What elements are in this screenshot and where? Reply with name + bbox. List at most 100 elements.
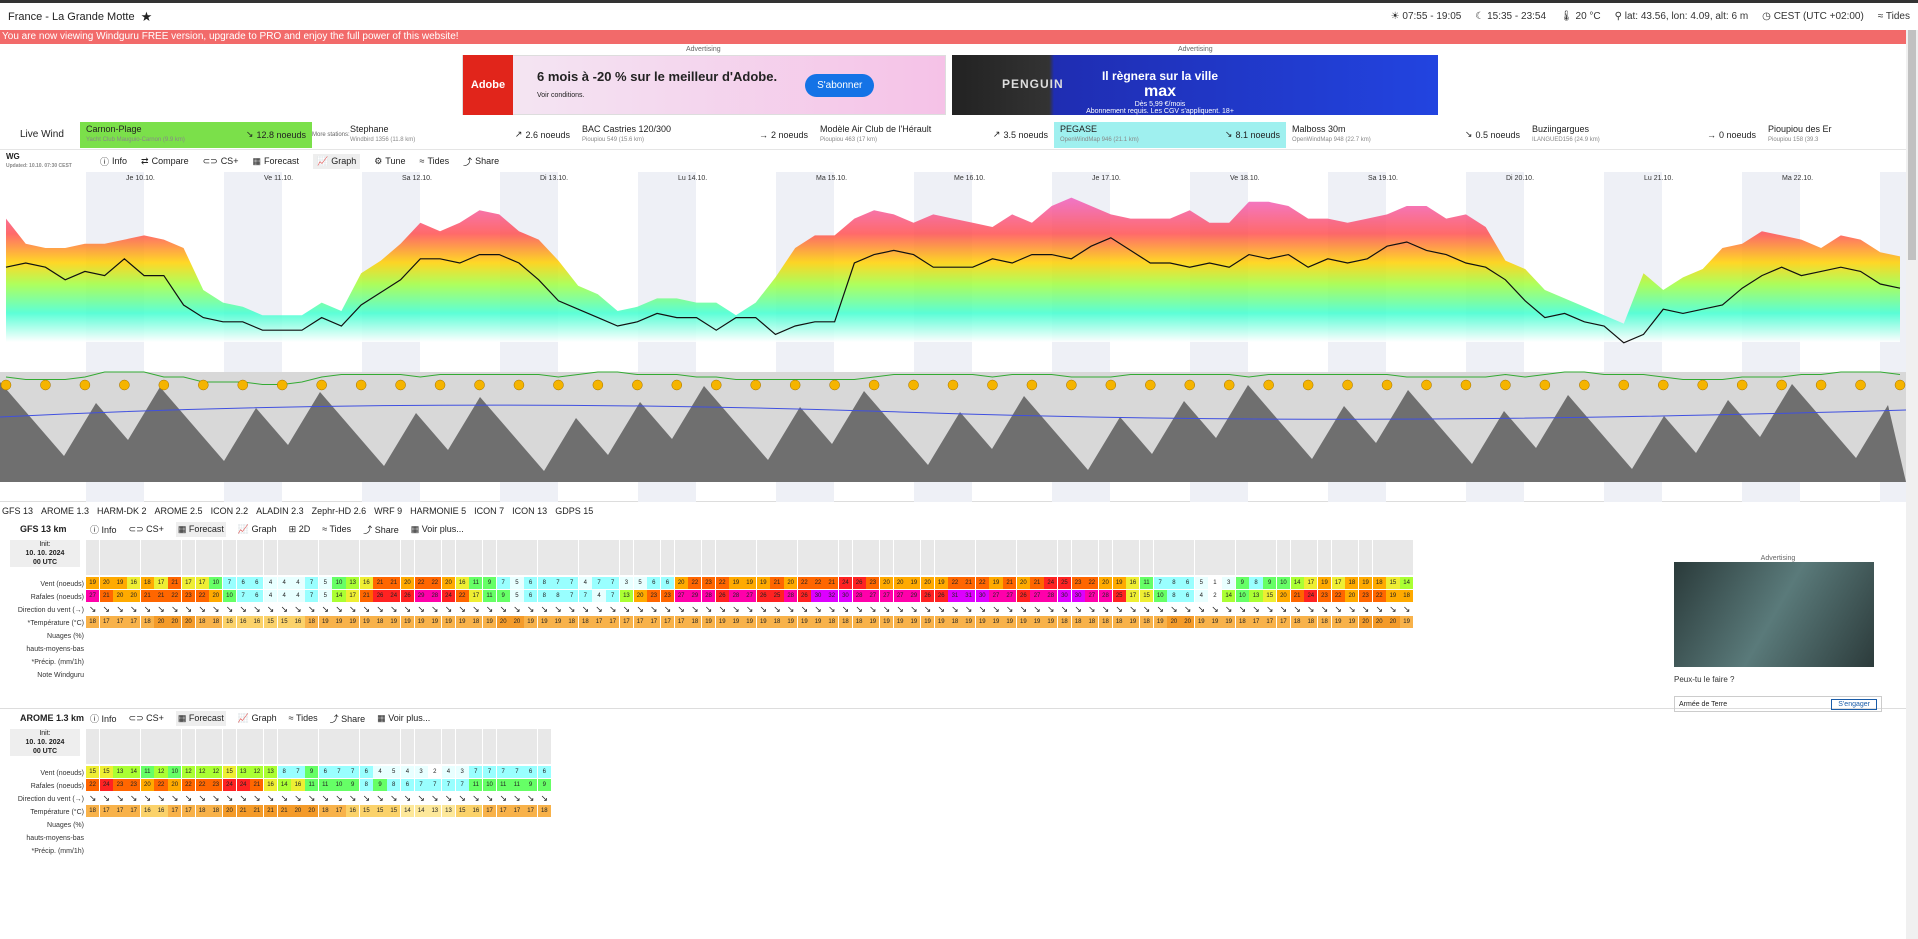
scrollbar[interactable] [1906,30,1918,939]
info-button[interactable]: ⓘ Info [100,156,128,167]
ad-line1: Il règnera sur la ville [1101,69,1219,83]
gfs-graph-tab[interactable]: 📈 Graph [237,523,277,534]
day-cell [537,729,551,764]
model-link[interactable]: AROME 1.3 [41,506,90,516]
gfs-more-tab[interactable]: ▦ Voir plus... [410,523,464,534]
arome-forecast-tab[interactable]: ▦ Forecast [175,710,226,726]
temp-cell: 20 [1167,616,1181,628]
favorite-star-icon[interactable]: ★ [140,8,153,24]
wind-direction-arrow-icon: ↘ [266,604,275,614]
model-link[interactable]: GDPS 15 [555,506,594,516]
model-link[interactable]: ICON 13 [512,506,548,516]
wind-cell: 20 [879,577,894,589]
gust-cell: 27 [86,590,100,602]
wind-direction-arrow-icon: ↘ [225,793,234,803]
wind-direction-arrow-icon: ↘ [1375,604,1383,614]
gfs-cs-tab[interactable]: ⊂⊃ CS+ [128,523,164,534]
forecast-graph[interactable]: Je 10.10. Ve 11.10. Sa 12.10. Di 13.10. Lu 1… [0,172,1918,502]
station-pioupiou[interactable]: Pioupiou des Er Pioupiou 158 (39.3 [1768,123,1832,143]
arome-more-tab[interactable]: ▦ Voir plus... [377,712,431,723]
station-carnon[interactable]: Carnon-Plage Yacht Club Mauguio-Carnon (9… [80,121,312,148]
compare-button[interactable]: ⇄ Compare [141,155,189,167]
model-link[interactable]: AROME 2.5 [154,506,203,516]
ad-headline: 6 mois à -20 % sur le meilleur d'Adobe. [537,68,778,84]
day-cell [1317,540,1332,575]
temp-cell: 13 [428,805,442,817]
gust-cell: 30 [1071,590,1085,602]
temp-cell: 15 [387,805,401,817]
model-link[interactable]: GFS 13 [2,506,34,516]
temp-cell: 18 [195,616,209,628]
sun-dot [829,379,840,391]
arome-info-tab[interactable]: ⓘ Info [90,713,117,724]
day-cell [1030,540,1044,575]
station-air-club[interactable]: Modèle Air Club de l'Hérault Pioupiou 463… [820,123,1048,143]
day-cell [852,540,866,575]
temp-cell: 19 [907,616,921,628]
wind-direction-arrow-icon: ↘ [1279,604,1288,614]
day-cell [1153,540,1167,575]
temp-cell: 18 [852,616,866,628]
station-stephane[interactable]: Stephane Windbird 1356 (11.8 km) ↗ 2.6 noeu… [350,123,570,143]
arome-graph-tab[interactable]: 📈 Graph [237,712,277,723]
gust-cell: 28 [1098,590,1113,602]
wind-cell: 7 [1153,577,1167,589]
model-link[interactable]: Zephr-HD 2.6 [311,506,367,516]
day-cell [373,540,387,575]
temp-cell: 19 [879,616,894,628]
right-ad[interactable]: Advertising Peux-tu le faire ? Armée de … [1674,555,1882,733]
gfs-forecast-tab[interactable]: ▦ Forecast [175,521,226,537]
temp-cell: 16 [291,616,305,628]
ad-image[interactable] [1674,562,1874,667]
gfs-share-tab[interactable]: ⤴ Share [363,524,399,535]
arome-tides-tab[interactable]: ≈ Tides [288,713,318,723]
tune-button[interactable]: ⚙ Tune [374,155,406,167]
graph-svg[interactable]: Je 10.10. Ve 11.10. Sa 12.10. Di 13.10. Lu 1… [0,172,1918,502]
location-title[interactable]: France - La Grande Motte ★ [8,9,152,25]
tides-link[interactable]: ≈ Tides [1877,11,1910,22]
wind-cell: 12 [181,766,195,778]
forecast-button[interactable]: ▦ Forecast [252,155,299,167]
wind-cell: 11 [469,577,483,589]
temp-cell: 19 [1153,616,1167,628]
gfs-tides-tab[interactable]: ≈ Tides [322,524,352,534]
station-pegase[interactable]: PEGASE OpenWindMap 946 (21.1 km) ↘ 8.1 noeu… [1054,121,1286,148]
arome-share-tab[interactable]: ⤴ Share [329,713,366,724]
scrollbar-thumb[interactable] [1908,30,1916,260]
graph-button[interactable]: 📈 Graph [312,153,361,169]
gfs-2d-tab[interactable]: ⊞ 2D [288,523,311,534]
cs-button[interactable]: ⊂⊃ CS+ [202,155,239,167]
station-buzignargues[interactable]: Buziingargues ILANGUED156 (24.9 km) → 0 noe… [1532,123,1756,143]
max-ad[interactable]: PENGUIN Il règnera sur la ville max Dès … [952,55,1438,115]
tides-button[interactable]: ≈ Tides [419,156,450,166]
adobe-ad[interactable]: Adobe 6 mois à -20 % sur le meilleur d'A… [462,55,946,115]
ad-cta-button[interactable]: S'engager [1831,698,1877,710]
day-cell [414,729,428,764]
gust-cell: 22 [1331,590,1345,602]
day-cell [660,540,675,575]
station-bac-castries[interactable]: BAC Castries 120/300 Pioupiou 549 (15.6 k… [582,123,808,143]
ad-cta-bar[interactable]: Armée de Terre S'engager [1674,696,1882,712]
day-cell [127,729,141,764]
upgrade-alert[interactable]: You are now viewing Windguru FREE versio… [0,30,1918,44]
gust-cell: 9 [496,590,510,602]
arome-cs-tab[interactable]: ⊂⊃ CS+ [128,712,164,723]
wind-direction-arrow-icon: ↘ [307,793,316,803]
day-cell [332,729,346,764]
model-link[interactable]: WRF 9 [374,506,403,516]
gfs-info-tab[interactable]: ⓘ Info [90,524,117,535]
model-link[interactable]: HARM-DK 2 [97,506,147,516]
day-cell [359,540,373,575]
station-malboss[interactable]: Malboss 30m OpenWindMap 948 (22.7 km) ↘ 0.5… [1292,123,1520,143]
model-link[interactable]: ICON 7 [474,506,505,516]
model-link[interactable]: HARMONIE 5 [410,506,467,516]
ad-subscribe-button[interactable]: S'abonner [805,73,875,97]
share-button[interactable]: ⤴ Share [463,156,500,167]
model-link[interactable]: ALADIN 2.3 [256,506,304,516]
model-link[interactable]: ICON 2.2 [210,506,249,516]
temp-cell: 18 [1071,616,1085,628]
gust-cell: 22 [154,779,168,791]
day-cell [811,540,825,575]
wind-cell: 20 [784,577,798,589]
location-name[interactable]: France - La Grande Motte [8,10,135,23]
